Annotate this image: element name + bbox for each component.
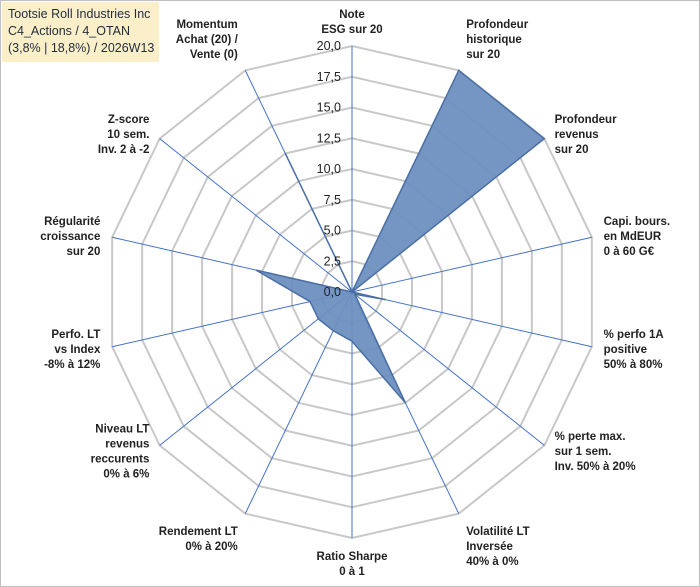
tick-label: 2,5 [324, 254, 341, 268]
title-line-2: C4_Actions / 4_OTAN [8, 24, 131, 38]
tick-label: 5,0 [324, 224, 341, 238]
tick-label: 0,0 [324, 285, 341, 299]
tick-label: 10,0 [317, 162, 341, 176]
axis-label: Régularité croissance sur 20 [40, 216, 100, 258]
chart-title-box: Tootsie Roll Industries Inc C4_Actions /… [2, 2, 160, 62]
title-line-3: (3,8% | 18,8%) / 2026W13 [8, 41, 155, 55]
axis-label: Momentum Achat (20) / Vente (0) [176, 19, 239, 61]
axis-label: Z-score 10 sem. Inv. 2 à -2 [98, 114, 150, 156]
tick-label: 7,5 [324, 193, 341, 207]
axis-label: Niveau LT revenus reccurents 0% à 6% [91, 423, 150, 480]
axis-label: Perfo. LT vs Index -8% à 12% [44, 329, 101, 371]
axis-label: Profondeur revenus sur 20 [555, 114, 617, 156]
axis-spoke [351, 236, 592, 293]
axis-label: Capi. bours. en MdEUR 0 à 60 G€ [604, 216, 670, 258]
axis-label: % perte max. sur 1 sem. Inv. 50% à 20% [555, 431, 636, 473]
tick-label: 20,0 [317, 39, 341, 53]
axis-label: % perfo 1A positive 50% à 80% [604, 329, 664, 371]
tick-label: 17,5 [317, 70, 341, 84]
axis-spoke [159, 138, 353, 293]
axis-spoke [351, 291, 592, 348]
tick-label: 15,0 [317, 101, 341, 115]
axis-label: Profondeur historique sur 20 [466, 19, 528, 61]
axis-spoke [351, 291, 545, 446]
axis-label: Note ESG sur 20 [321, 9, 382, 36]
radial-tick-labels: 0,0 2,5 5,0 7,5 10,0 12,5 15,0 17,5 20,0 [317, 39, 341, 299]
title-line-1: Tootsie Roll Industries Inc [8, 7, 151, 21]
axis-label: Rendement LT 0% à 20% [159, 526, 238, 553]
axis-labels: Note ESG sur 20 Profondeur historique sur 20… [40, 9, 670, 578]
axis-label: Ratio Sharpe 0 à 1 [317, 551, 388, 578]
tick-label: 12,5 [317, 131, 341, 145]
radar-data [255, 69, 546, 404]
axis-label: Volatilité LT Inversée 40% à 0% [466, 526, 529, 568]
